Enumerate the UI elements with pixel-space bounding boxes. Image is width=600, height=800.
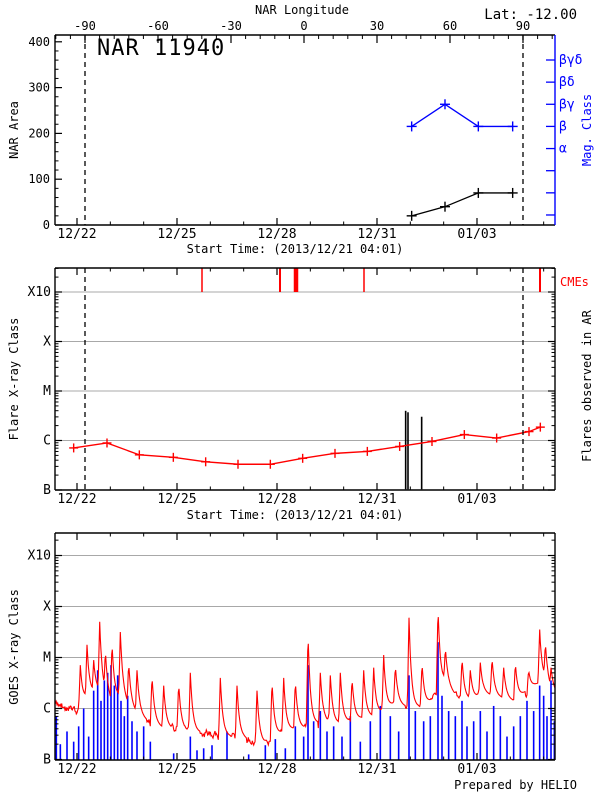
svg-text:60: 60 <box>443 19 457 33</box>
svg-text:β: β <box>559 119 567 134</box>
svg-text:30: 30 <box>370 19 384 33</box>
start-time-label-middle: Start Time: (2013/12/21 04:01) <box>186 508 404 522</box>
svg-text:12/22: 12/22 <box>57 492 96 507</box>
svg-text:-60: -60 <box>147 19 169 33</box>
svg-text:C: C <box>43 702 51 717</box>
svg-text:α: α <box>559 142 567 157</box>
longitude-axis-title: NAR Longitude <box>255 3 349 17</box>
mag-class-axis-title: Mag. Class <box>580 93 594 167</box>
svg-text:200: 200 <box>28 126 50 140</box>
svg-text:βγδ: βγδ <box>559 53 582 68</box>
svg-text:M: M <box>43 651 51 666</box>
nar-area-axis-title: NAR Area <box>7 101 21 159</box>
svg-text:X: X <box>43 600 51 615</box>
panel-nar-area: 0 100 200 300 400 -90 -60 -30 0 30 60 90 12/22 12/25 1… <box>28 19 582 242</box>
svg-text:12/25: 12/25 <box>157 227 196 242</box>
credit-label: Prepared by HELIO <box>454 778 577 792</box>
start-time-label-top: Start Time: (2013/12/21 04:01) <box>186 242 404 256</box>
svg-text:0: 0 <box>300 19 307 33</box>
flare-class-axis-title: Flare X-ray Class <box>7 317 21 441</box>
svg-text:400: 400 <box>28 35 50 49</box>
svg-text:0: 0 <box>43 218 50 232</box>
svg-text:B: B <box>43 483 51 498</box>
svg-text:X10: X10 <box>28 549 51 564</box>
svg-text:12/31: 12/31 <box>357 492 396 507</box>
svg-text:βδ: βδ <box>559 75 575 90</box>
svg-text:-90: -90 <box>74 19 96 33</box>
svg-text:12/22: 12/22 <box>57 227 96 242</box>
page-title: NAR 11940 <box>97 36 226 61</box>
panel-flare-class: B C M X X10 12/22 12/25 12/28 12/31 01/03 <box>28 267 556 507</box>
svg-text:12/28: 12/28 <box>257 492 296 507</box>
svg-text:-30: -30 <box>220 19 242 33</box>
svg-text:12/28: 12/28 <box>257 762 296 777</box>
svg-text:01/03: 01/03 <box>457 762 496 777</box>
svg-text:01/03: 01/03 <box>457 492 496 507</box>
svg-text:12/25: 12/25 <box>157 492 196 507</box>
svg-text:B: B <box>43 753 51 768</box>
svg-text:X: X <box>43 335 51 350</box>
latitude-label: Lat: -12.00 <box>484 7 577 23</box>
svg-text:12/22: 12/22 <box>57 762 96 777</box>
svg-text:300: 300 <box>28 81 50 95</box>
flares-observed-axis-title: Flares observed in AR <box>580 310 594 462</box>
svg-text:12/31: 12/31 <box>357 762 396 777</box>
svg-text:C: C <box>43 434 51 449</box>
panel-goes: B C M X X10 12/22 12/25 12/28 12/31 01/03 <box>28 532 556 777</box>
svg-text:12/25: 12/25 <box>157 762 196 777</box>
svg-text:12/31: 12/31 <box>357 227 396 242</box>
svg-text:βγ: βγ <box>559 97 575 112</box>
svg-text:01/03: 01/03 <box>457 227 496 242</box>
svg-text:12/28: 12/28 <box>257 227 296 242</box>
svg-text:X10: X10 <box>28 285 51 300</box>
goes-class-axis-title: GOES X-ray Class <box>7 589 21 705</box>
svg-text:90: 90 <box>516 19 530 33</box>
cmes-label: CMEs <box>560 275 589 289</box>
svg-text:M: M <box>43 384 51 399</box>
svg-text:100: 100 <box>28 172 50 186</box>
